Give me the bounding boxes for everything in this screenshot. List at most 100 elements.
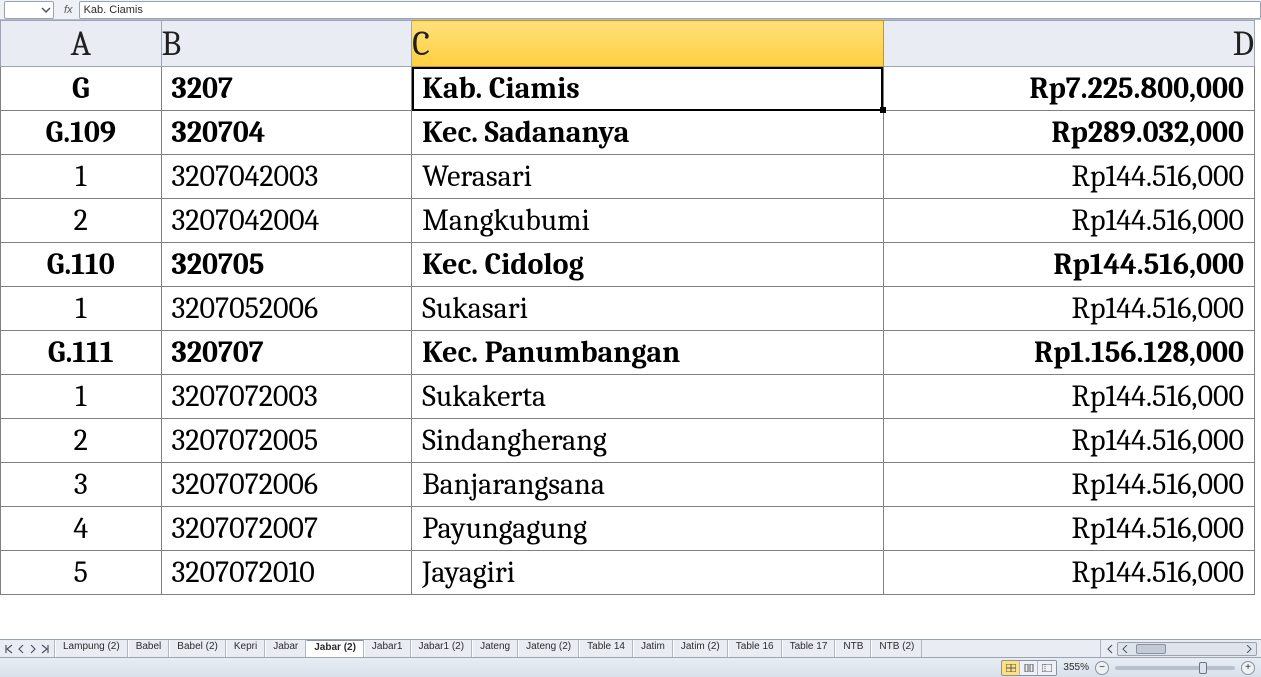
column-header-A[interactable]: A bbox=[1, 21, 162, 67]
status-bar: 355% − + bbox=[0, 657, 1261, 677]
cell-A[interactable]: G.109 bbox=[1, 111, 162, 155]
cell-C[interactable]: Kec. Cidolog bbox=[412, 243, 884, 287]
scroll-left-icon[interactable] bbox=[1119, 644, 1131, 654]
cell-B[interactable]: 3207072007 bbox=[161, 507, 412, 551]
sheet-tab[interactable]: Jabar1 (2) bbox=[411, 640, 473, 657]
cell-B[interactable]: 320707 bbox=[161, 331, 412, 375]
tab-strip-right bbox=[1100, 640, 1261, 657]
sheet-tab[interactable]: Table 14 bbox=[579, 640, 633, 657]
cell-D[interactable]: Rp144.516,000 bbox=[883, 419, 1254, 463]
cell-A[interactable]: 1 bbox=[1, 287, 162, 331]
cell-D[interactable]: Rp144.516,000 bbox=[883, 463, 1254, 507]
sheet-tab[interactable]: Jabar (2) bbox=[306, 640, 364, 657]
cell-D[interactable]: Rp144.516,000 bbox=[883, 199, 1254, 243]
cell-A[interactable]: 2 bbox=[1, 199, 162, 243]
cell-C[interactable]: Banjarangsana bbox=[412, 463, 884, 507]
cell-A[interactable]: G.111 bbox=[1, 331, 162, 375]
horizontal-scrollbar[interactable] bbox=[1117, 642, 1257, 656]
sheet-tab[interactable]: Jabar1 bbox=[364, 640, 411, 657]
sheet-tab[interactable]: Jatim bbox=[633, 640, 673, 657]
tab-scroll-left-icon[interactable] bbox=[1105, 644, 1115, 654]
cell-C[interactable]: Werasari bbox=[412, 155, 884, 199]
cell-D[interactable]: Rp144.516,000 bbox=[883, 551, 1254, 595]
sheet-tab[interactable]: Table 17 bbox=[782, 640, 836, 657]
zoom-in-button[interactable]: + bbox=[1241, 661, 1255, 675]
sheet-tab[interactable]: Jatim (2) bbox=[673, 640, 728, 657]
cell-D[interactable]: Rp144.516,000 bbox=[883, 155, 1254, 199]
spreadsheet-grid[interactable]: ABCD G3207Kab. CiamisRp7.225.800,000G.10… bbox=[0, 20, 1261, 639]
cell-D[interactable]: Rp289.032,000 bbox=[883, 111, 1254, 155]
cell-D[interactable]: Rp144.516,000 bbox=[883, 507, 1254, 551]
cell-A[interactable]: 1 bbox=[1, 155, 162, 199]
cell-C[interactable]: Sindangherang bbox=[412, 419, 884, 463]
cell-C[interactable]: Payungagung bbox=[412, 507, 884, 551]
chevron-down-icon[interactable] bbox=[41, 5, 51, 15]
table-row: G.111320707Kec. PanumbanganRp1.156.128,0… bbox=[1, 331, 1255, 375]
sheet-tab[interactable]: Jateng (2) bbox=[518, 640, 579, 657]
cell-C[interactable]: Jayagiri bbox=[412, 551, 884, 595]
sheet-tab[interactable]: Babel (2) bbox=[169, 640, 226, 657]
table-row: G3207Kab. CiamisRp7.225.800,000 bbox=[1, 67, 1255, 111]
cell-A[interactable]: G.110 bbox=[1, 243, 162, 287]
view-page-break-icon[interactable] bbox=[1038, 661, 1056, 675]
scrollbar-thumb[interactable] bbox=[1136, 644, 1166, 654]
cell-B[interactable]: 320704 bbox=[161, 111, 412, 155]
cell-B[interactable]: 3207072005 bbox=[161, 419, 412, 463]
table-row: G.110320705Kec. CidologRp144.516,000 bbox=[1, 243, 1255, 287]
cell-A[interactable]: 1 bbox=[1, 375, 162, 419]
zoom-slider-knob[interactable] bbox=[1199, 662, 1207, 674]
cell-C[interactable]: Kab. Ciamis bbox=[412, 67, 884, 111]
cell-B[interactable]: 3207042003 bbox=[161, 155, 412, 199]
column-header-D[interactable]: D bbox=[883, 21, 1254, 67]
cell-B[interactable]: 3207052006 bbox=[161, 287, 412, 331]
cell-B[interactable]: 3207072010 bbox=[161, 551, 412, 595]
cell-B[interactable]: 3207072003 bbox=[161, 375, 412, 419]
cell-D[interactable]: Rp144.516,000 bbox=[883, 243, 1254, 287]
column-header-B[interactable]: B bbox=[161, 21, 412, 67]
cell-B[interactable]: 3207 bbox=[161, 67, 412, 111]
view-page-layout-icon[interactable] bbox=[1020, 661, 1038, 675]
cell-D[interactable]: Rp1.156.128,000 bbox=[883, 331, 1254, 375]
fx-label[interactable]: fx bbox=[64, 4, 73, 16]
zoom-slider[interactable] bbox=[1115, 666, 1235, 670]
sheet-tab[interactable]: Jateng bbox=[472, 640, 518, 657]
cell-B[interactable]: 3207042004 bbox=[161, 199, 412, 243]
table-row: 13207042003WerasariRp144.516,000 bbox=[1, 155, 1255, 199]
sheet-tab[interactable]: Babel bbox=[128, 640, 170, 657]
cell-C[interactable]: Sukakerta bbox=[412, 375, 884, 419]
cell-C[interactable]: Mangkubumi bbox=[412, 199, 884, 243]
cell-A[interactable]: 3 bbox=[1, 463, 162, 507]
tab-nav-first-icon[interactable] bbox=[4, 644, 14, 654]
sheet-tab[interactable]: Jabar bbox=[265, 640, 306, 657]
cell-C[interactable]: Kec. Sadananya bbox=[412, 111, 884, 155]
cell-B[interactable]: 320705 bbox=[161, 243, 412, 287]
sheet-tab[interactable]: NTB (2) bbox=[871, 640, 922, 657]
name-box[interactable] bbox=[4, 1, 54, 19]
tab-nav-prev-icon[interactable] bbox=[16, 644, 26, 654]
cell-A[interactable]: 4 bbox=[1, 507, 162, 551]
cell-D[interactable]: Rp144.516,000 bbox=[883, 375, 1254, 419]
tab-nav-next-icon[interactable] bbox=[28, 644, 38, 654]
cell-D[interactable]: Rp144.516,000 bbox=[883, 287, 1254, 331]
sheet-tab[interactable]: Kepri bbox=[226, 640, 265, 657]
formula-value: Kab. Ciamis bbox=[84, 4, 143, 16]
view-normal-icon[interactable] bbox=[1002, 661, 1020, 675]
cell-A[interactable]: 5 bbox=[1, 551, 162, 595]
sheet-tab[interactable]: Table 16 bbox=[728, 640, 782, 657]
scroll-right-icon[interactable] bbox=[1243, 644, 1255, 654]
cell-D[interactable]: Rp7.225.800,000 bbox=[883, 67, 1254, 111]
cell-A[interactable]: 2 bbox=[1, 419, 162, 463]
sheet-tab[interactable]: Lampung (2) bbox=[55, 640, 128, 657]
sheet-tab[interactable]: NTB bbox=[835, 640, 871, 657]
cell-C[interactable]: Sukasari bbox=[412, 287, 884, 331]
zoom-out-button[interactable]: − bbox=[1095, 661, 1109, 675]
cell-A[interactable]: G bbox=[1, 67, 162, 111]
tab-nav-last-icon[interactable] bbox=[40, 644, 50, 654]
table-row: 33207072006BanjarangsanaRp144.516,000 bbox=[1, 463, 1255, 507]
zoom-label[interactable]: 355% bbox=[1063, 662, 1089, 673]
formula-bar: fx Kab. Ciamis bbox=[0, 0, 1261, 20]
formula-input[interactable]: Kab. Ciamis bbox=[79, 1, 1261, 19]
cell-B[interactable]: 3207072006 bbox=[161, 463, 412, 507]
cell-C[interactable]: Kec. Panumbangan bbox=[412, 331, 884, 375]
column-header-C[interactable]: C bbox=[412, 21, 884, 67]
